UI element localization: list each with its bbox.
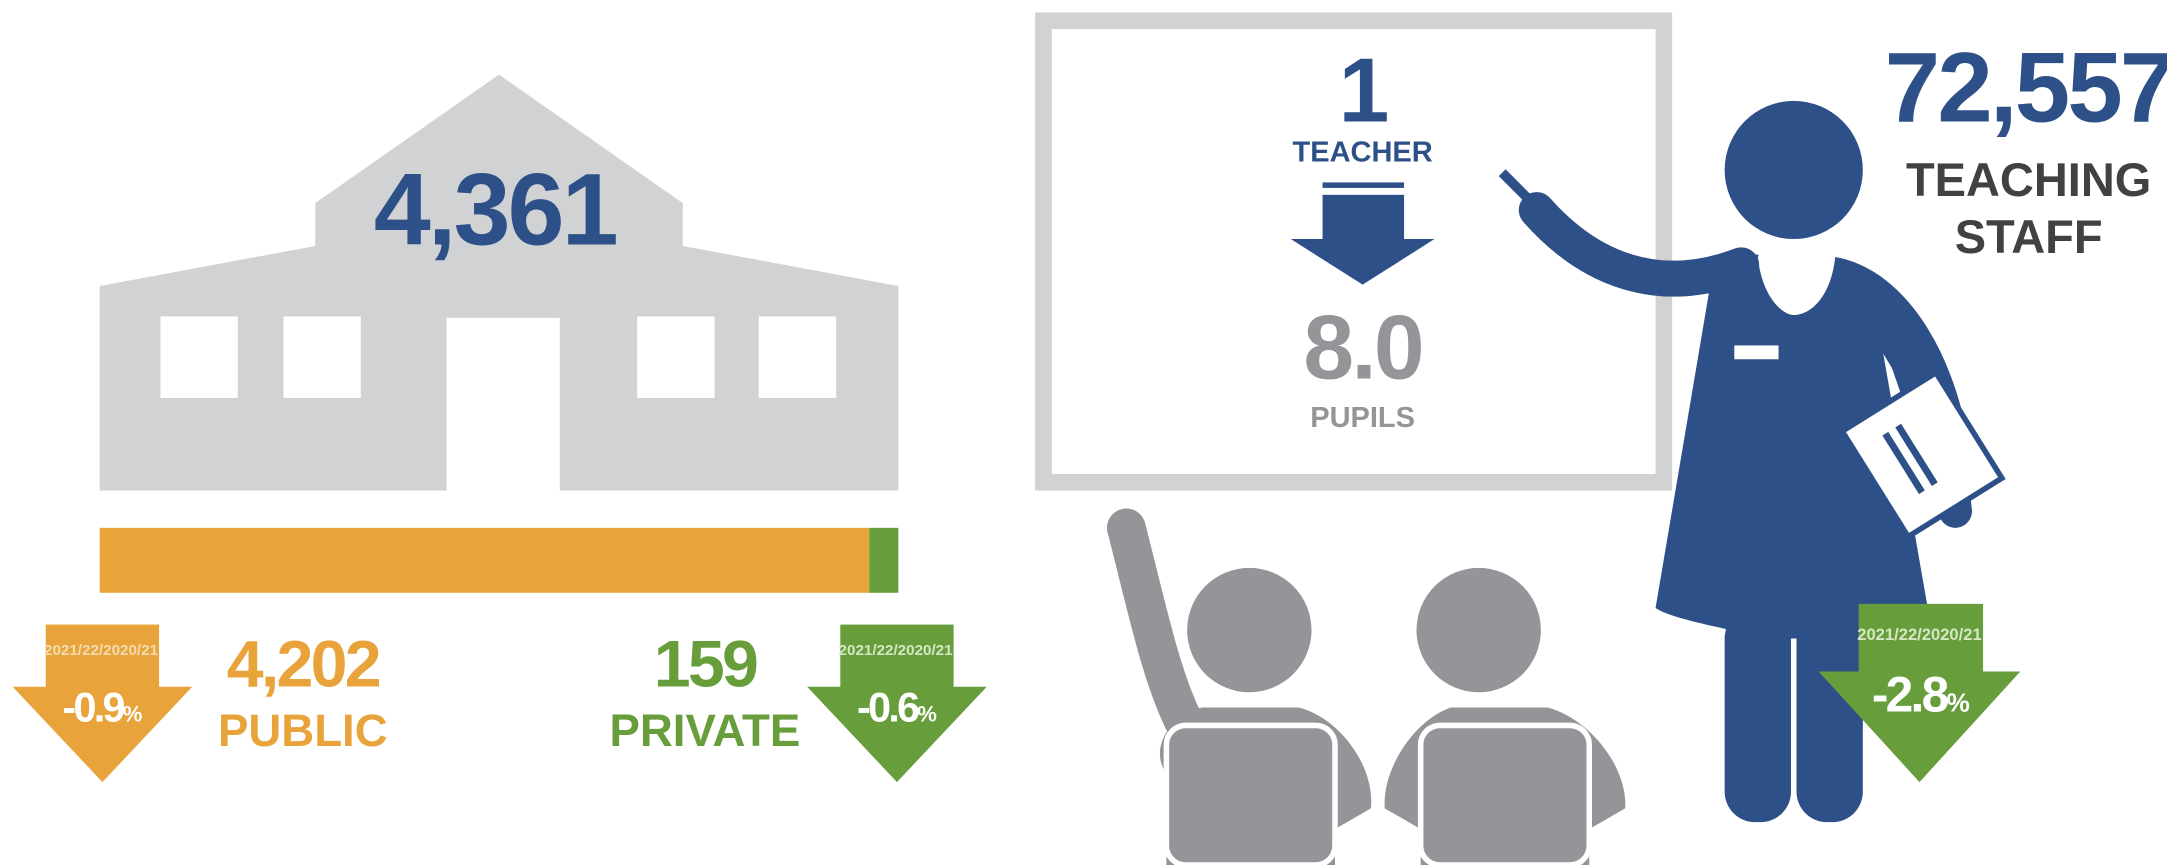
infographic: 4,361 2021/22/2020/21 -0.9% 4,202 PUBLIC… bbox=[0, 0, 2167, 865]
change-unit: % bbox=[1947, 688, 1970, 718]
staff-total: 72,557 bbox=[1885, 33, 2167, 144]
teacher-count: 1 bbox=[1339, 40, 1388, 142]
pupils-count: 8.0 bbox=[1303, 297, 1421, 399]
change-number: -2.8 bbox=[1872, 667, 1949, 723]
private-bar bbox=[869, 528, 898, 593]
page: {"schools":{"total":"4,361", "public":{"… bbox=[0, 0, 2167, 865]
staff-label: TEACHING bbox=[1906, 153, 2151, 206]
public-label: PUBLIC bbox=[218, 705, 388, 756]
public-count: 4,202 bbox=[227, 628, 380, 702]
change-period: 2021/22/2020/21 bbox=[1857, 625, 1981, 644]
change-period: 2021/22/2020/21 bbox=[44, 642, 159, 659]
public-bar bbox=[100, 528, 870, 593]
change-period: 2021/22/2020/21 bbox=[839, 642, 954, 659]
change-number: -0.6 bbox=[857, 683, 919, 730]
students bbox=[1126, 528, 1625, 865]
schools-total: 4,361 bbox=[374, 152, 617, 267]
private-label: PRIVATE bbox=[609, 705, 800, 756]
staff-label: STAFF bbox=[1955, 210, 2103, 263]
private-count: 159 bbox=[654, 628, 757, 702]
teacher-label: TEACHER bbox=[1293, 137, 1433, 169]
change-number: -0.9 bbox=[62, 683, 124, 730]
pupils-label: PUPILS bbox=[1310, 402, 1415, 434]
